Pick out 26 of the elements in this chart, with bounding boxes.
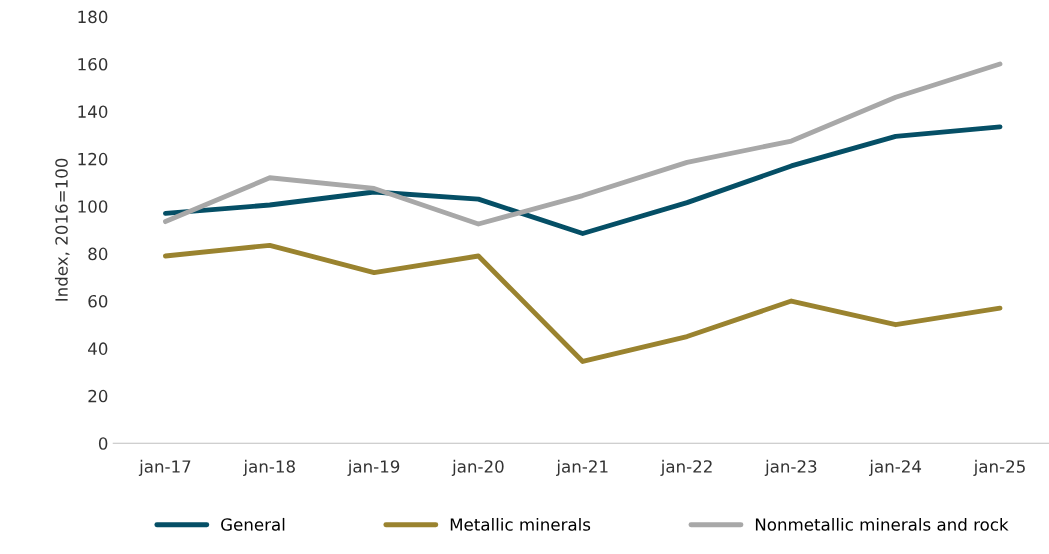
y-tick-label: 140: [78, 105, 108, 118]
legend-label: Metallic minerals: [450, 517, 591, 531]
x-tick-label: jan-25: [973, 459, 1025, 476]
legend-label: Nonmetallic minerals and rock: [755, 517, 1009, 531]
y-tick-label: 100: [78, 200, 108, 213]
legend-label: General: [221, 517, 285, 531]
x-tick-label: jan-21: [556, 459, 608, 476]
y-tick-label: 180: [78, 10, 108, 24]
y-tick-label: 20: [88, 389, 108, 403]
y-axis-title: Index, 2016=100: [54, 158, 70, 301]
x-tick-label: jan-20: [451, 459, 504, 476]
y-tick-label: 60: [88, 294, 108, 308]
y-tick-label: 40: [88, 342, 108, 355]
line-series: [163, 242, 1003, 364]
x-tick-label: jan-24: [869, 459, 922, 476]
y-tick-label: 120: [78, 152, 108, 166]
x-tick-label: jan-22: [660, 459, 712, 476]
y-tick-label: 160: [78, 57, 108, 71]
x-tick-label: jan-19: [347, 459, 400, 476]
y-tick-label: 0: [98, 437, 108, 450]
line-series: [163, 61, 1003, 227]
line-series: [163, 124, 1003, 236]
x-tick-label: jan-17: [138, 459, 191, 476]
x-tick-label: jan-18: [243, 459, 295, 476]
y-tick-label: 80: [88, 247, 108, 261]
x-tick-label: jan-23: [764, 459, 817, 476]
